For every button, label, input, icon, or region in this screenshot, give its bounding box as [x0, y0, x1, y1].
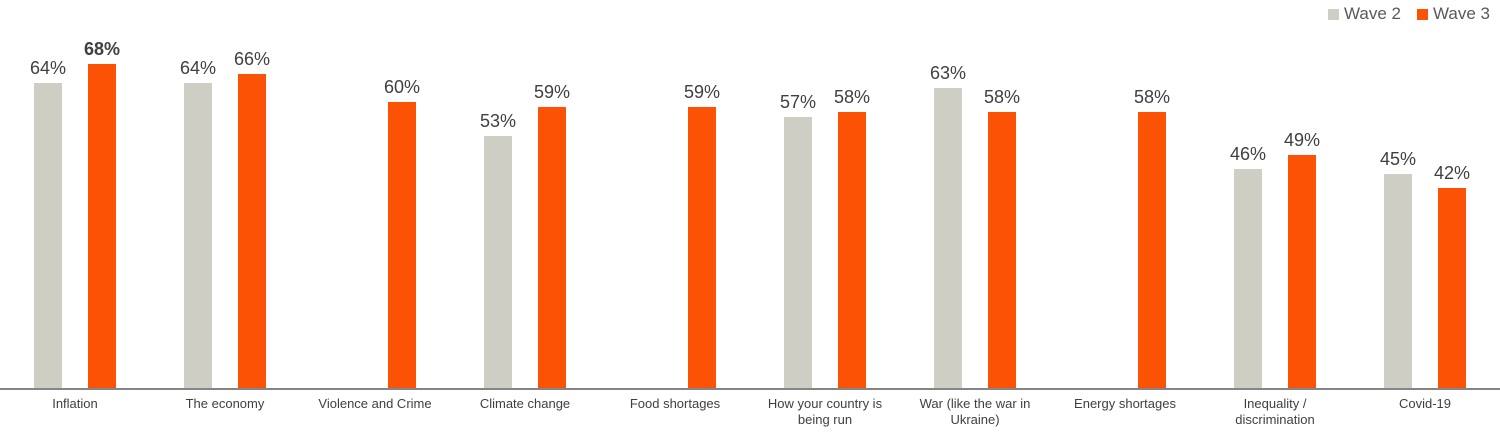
value-label: 58% [833, 87, 871, 107]
bar-slot-wave-2: 57% [780, 0, 816, 388]
legend-item-wave-2: Wave 2 [1327, 4, 1401, 24]
bar-slot-wave-2 [1084, 0, 1112, 388]
bar-wave-3-how-your-country-is-being-run: 58% [834, 87, 870, 388]
category-label-violence-and-crime: Violence and Crime [318, 396, 432, 411]
value-label: 59% [533, 82, 571, 102]
value-label: 60% [383, 77, 421, 97]
bar-wave-2-how-your-country-is-being-run: 57% [780, 92, 816, 388]
bar-group-inequality-discrimination: 46% 49% [1200, 0, 1350, 388]
bar-slot-wave-3: 58% [834, 0, 870, 388]
bar-slot-wave-3: 49% [1284, 0, 1320, 388]
bar-wave-3-inequality-discrimination: 49% [1284, 130, 1320, 388]
bar-slot-wave-2 [334, 0, 362, 388]
value-label: 53% [479, 111, 517, 131]
value-label: 63% [929, 63, 967, 83]
bar-wave-2-the-economy: 64% [180, 58, 216, 388]
bar-slot-wave-3: 66% [234, 0, 270, 388]
category-axis: Inflation The economy Violence and Crime Cl… [0, 396, 1500, 429]
legend: Wave 2 Wave 3 [1327, 4, 1490, 24]
value-label: 49% [1283, 130, 1321, 150]
bar-group-covid-19: 45% 42% [1350, 0, 1500, 388]
legend-swatch-wave-3 [1416, 8, 1428, 20]
legend-label: Wave 2 [1343, 4, 1401, 23]
bar-slot-wave-3: 59% [534, 0, 570, 388]
plot-area: 64% 68% 64% 66% 60% 53% 59% 59% 57% 58% 63% 58% 58% 4… [0, 0, 1500, 390]
value-label: 45% [1379, 149, 1417, 169]
category-label-covid-19: Covid-19 [1398, 396, 1452, 411]
bar-wave-2-inequality-discrimination: 46% [1230, 144, 1266, 388]
bar-slot-wave-2 [634, 0, 662, 388]
value-label: 46% [1229, 144, 1267, 164]
bar-group-energy-shortages: 58% [1050, 0, 1200, 388]
bar-group-the-economy: 64% 66% [150, 0, 300, 388]
bar-wave-3-covid-19: 42% [1434, 163, 1470, 388]
bar-slot-wave-2: 63% [930, 0, 966, 388]
value-label: 66% [233, 49, 271, 69]
bar-group-violence-and-crime: 60% [300, 0, 450, 388]
category-label-energy-shortages: Energy shortages [1074, 396, 1176, 411]
value-label: 58% [1133, 87, 1171, 107]
bar-group-climate-change: 53% 59% [450, 0, 600, 388]
bar-slot-wave-2: 64% [180, 0, 216, 388]
bar-slot-wave-3: 60% [384, 0, 420, 388]
legend-item-wave-3: Wave 3 [1416, 4, 1490, 24]
bar-slot-wave-3: 42% [1434, 0, 1470, 388]
bar-wave-3-food-shortages: 59% [684, 82, 720, 388]
category-label-inequality-discrimination: Inequality / discrimination [1235, 396, 1315, 428]
bar-wave-3-climate-change: 59% [534, 82, 570, 388]
value-label: 42% [1433, 163, 1471, 183]
bar-group-food-shortages: 59% [600, 0, 750, 388]
value-label: 64% [179, 58, 217, 78]
category-label-war-like-the-war-in-ukraine: War (like the war in Ukraine) [919, 396, 1031, 428]
category-label-food-shortages: Food shortages [629, 396, 721, 411]
bar-slot-wave-2: 45% [1380, 0, 1416, 388]
bar-group-how-your-country-is-being-run: 57% 58% [750, 0, 900, 388]
bar-group-inflation: 64% 68% [0, 0, 150, 388]
value-label: 64% [29, 58, 67, 78]
bar-wave-3-energy-shortages: 58% [1134, 87, 1170, 388]
bar-slot-wave-3: 68% [84, 0, 120, 388]
bar-wave-3-inflation: 68% [84, 39, 120, 388]
category-label-the-economy: The economy [185, 396, 265, 411]
bar-slot-wave-2: 64% [30, 0, 66, 388]
bar-wave-3-war-like-the-war-in-ukraine: 58% [984, 87, 1020, 388]
bar-group-war-like-the-war-in-ukraine: 63% 58% [900, 0, 1050, 388]
category-label-climate-change: Climate change [479, 396, 571, 411]
legend-swatch-wave-2 [1327, 8, 1339, 20]
bar-slot-wave-3: 59% [684, 0, 720, 388]
bar-wave-3-the-economy: 66% [234, 49, 270, 388]
category-label-inflation: Inflation [52, 396, 98, 411]
bar-wave-2-inflation: 64% [30, 58, 66, 388]
bar-wave-2-climate-change: 53% [480, 111, 516, 388]
category-label-how-your-country-is-being-run: How your country is being run [767, 396, 883, 428]
value-label: 59% [683, 82, 721, 102]
bar-slot-wave-2: 46% [1230, 0, 1266, 388]
bar-wave-3-violence-and-crime: 60% [384, 77, 420, 388]
value-label: 58% [983, 87, 1021, 107]
bar-slot-wave-3: 58% [984, 0, 1020, 388]
bar-wave-2-war-like-the-war-in-ukraine: 63% [930, 63, 966, 388]
legend-label: Wave 3 [1432, 4, 1490, 23]
bar-slot-wave-3: 58% [1134, 0, 1170, 388]
value-label: 68% [83, 39, 121, 59]
value-label: 57% [779, 92, 817, 112]
bar-slot-wave-2: 53% [480, 0, 516, 388]
bar-wave-2-covid-19: 45% [1380, 149, 1416, 388]
